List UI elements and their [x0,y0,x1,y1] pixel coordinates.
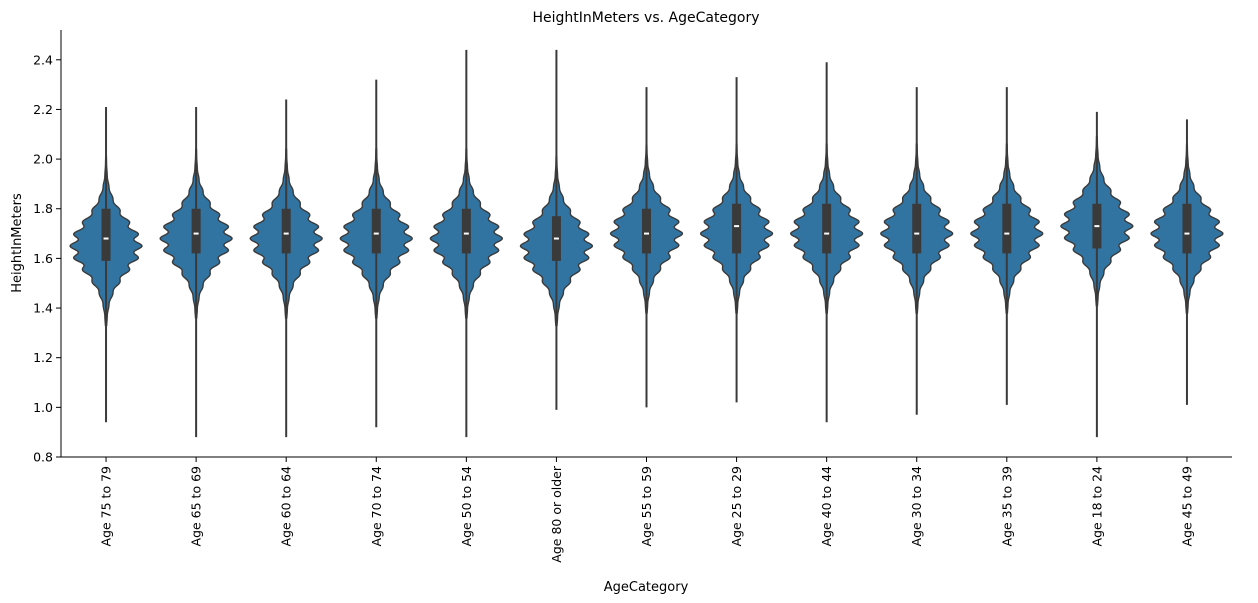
y-axis-label: HeightInMeters [10,193,25,293]
y-tick-label: 2.4 [33,52,53,67]
chart-title: HeightInMeters vs. AgeCategory [532,10,759,26]
violin-iqr-box [732,203,742,254]
y-tick-label: 0.8 [33,450,53,465]
x-tick-label: Age 65 to 69 [189,466,204,547]
y-tick-label: 1.2 [33,350,53,365]
y-tick-label: 1.8 [33,201,53,216]
x-tick-label: Age 50 to 54 [459,466,474,547]
x-axis: Age 75 to 79 Age 65 to 69 Age 60 to 64 Age … [99,457,1194,563]
y-tick-label: 1.6 [33,251,53,266]
y-axis: 0.8 1.0 1.2 1.4 1.6 1.8 2.0 2.2 2.4 [33,52,61,465]
violin-iqr-box [822,203,832,254]
x-tick-label: Age 80 or older [549,465,564,563]
x-tick-label: Age 35 to 39 [999,466,1014,547]
x-axis-label: AgeCategory [604,580,689,595]
x-tick-label: Age 55 to 59 [639,466,654,547]
x-tick-label: Age 60 to 64 [279,466,294,547]
x-tick-label: Age 45 to 49 [1179,466,1194,547]
x-tick-label: Age 70 to 74 [369,466,384,547]
violin-iqr-box [281,208,291,254]
x-tick-label: Age 75 to 79 [99,466,114,547]
violin-iqr-box [1002,203,1012,254]
violin-iqr-box [1182,203,1192,254]
x-tick-label: Age 25 to 29 [729,466,744,547]
y-tick-label: 2.2 [33,102,53,117]
x-tick-label: Age 40 to 44 [819,466,834,547]
y-tick-label: 2.0 [33,152,53,167]
x-tick-label: Age 18 to 24 [1089,466,1104,547]
y-tick-label: 1.4 [33,301,53,316]
violin-iqr-box [371,208,381,254]
violin-iqr-box [461,208,471,254]
x-tick-label: Age 30 to 34 [909,466,924,547]
violin-iqr-box [101,208,111,261]
violin-iqr-box [912,203,922,254]
violin-iqr-box [191,208,201,254]
violins-group [69,49,1224,438]
violin-iqr-box [642,208,651,254]
y-tick-label: 1.0 [33,400,53,415]
